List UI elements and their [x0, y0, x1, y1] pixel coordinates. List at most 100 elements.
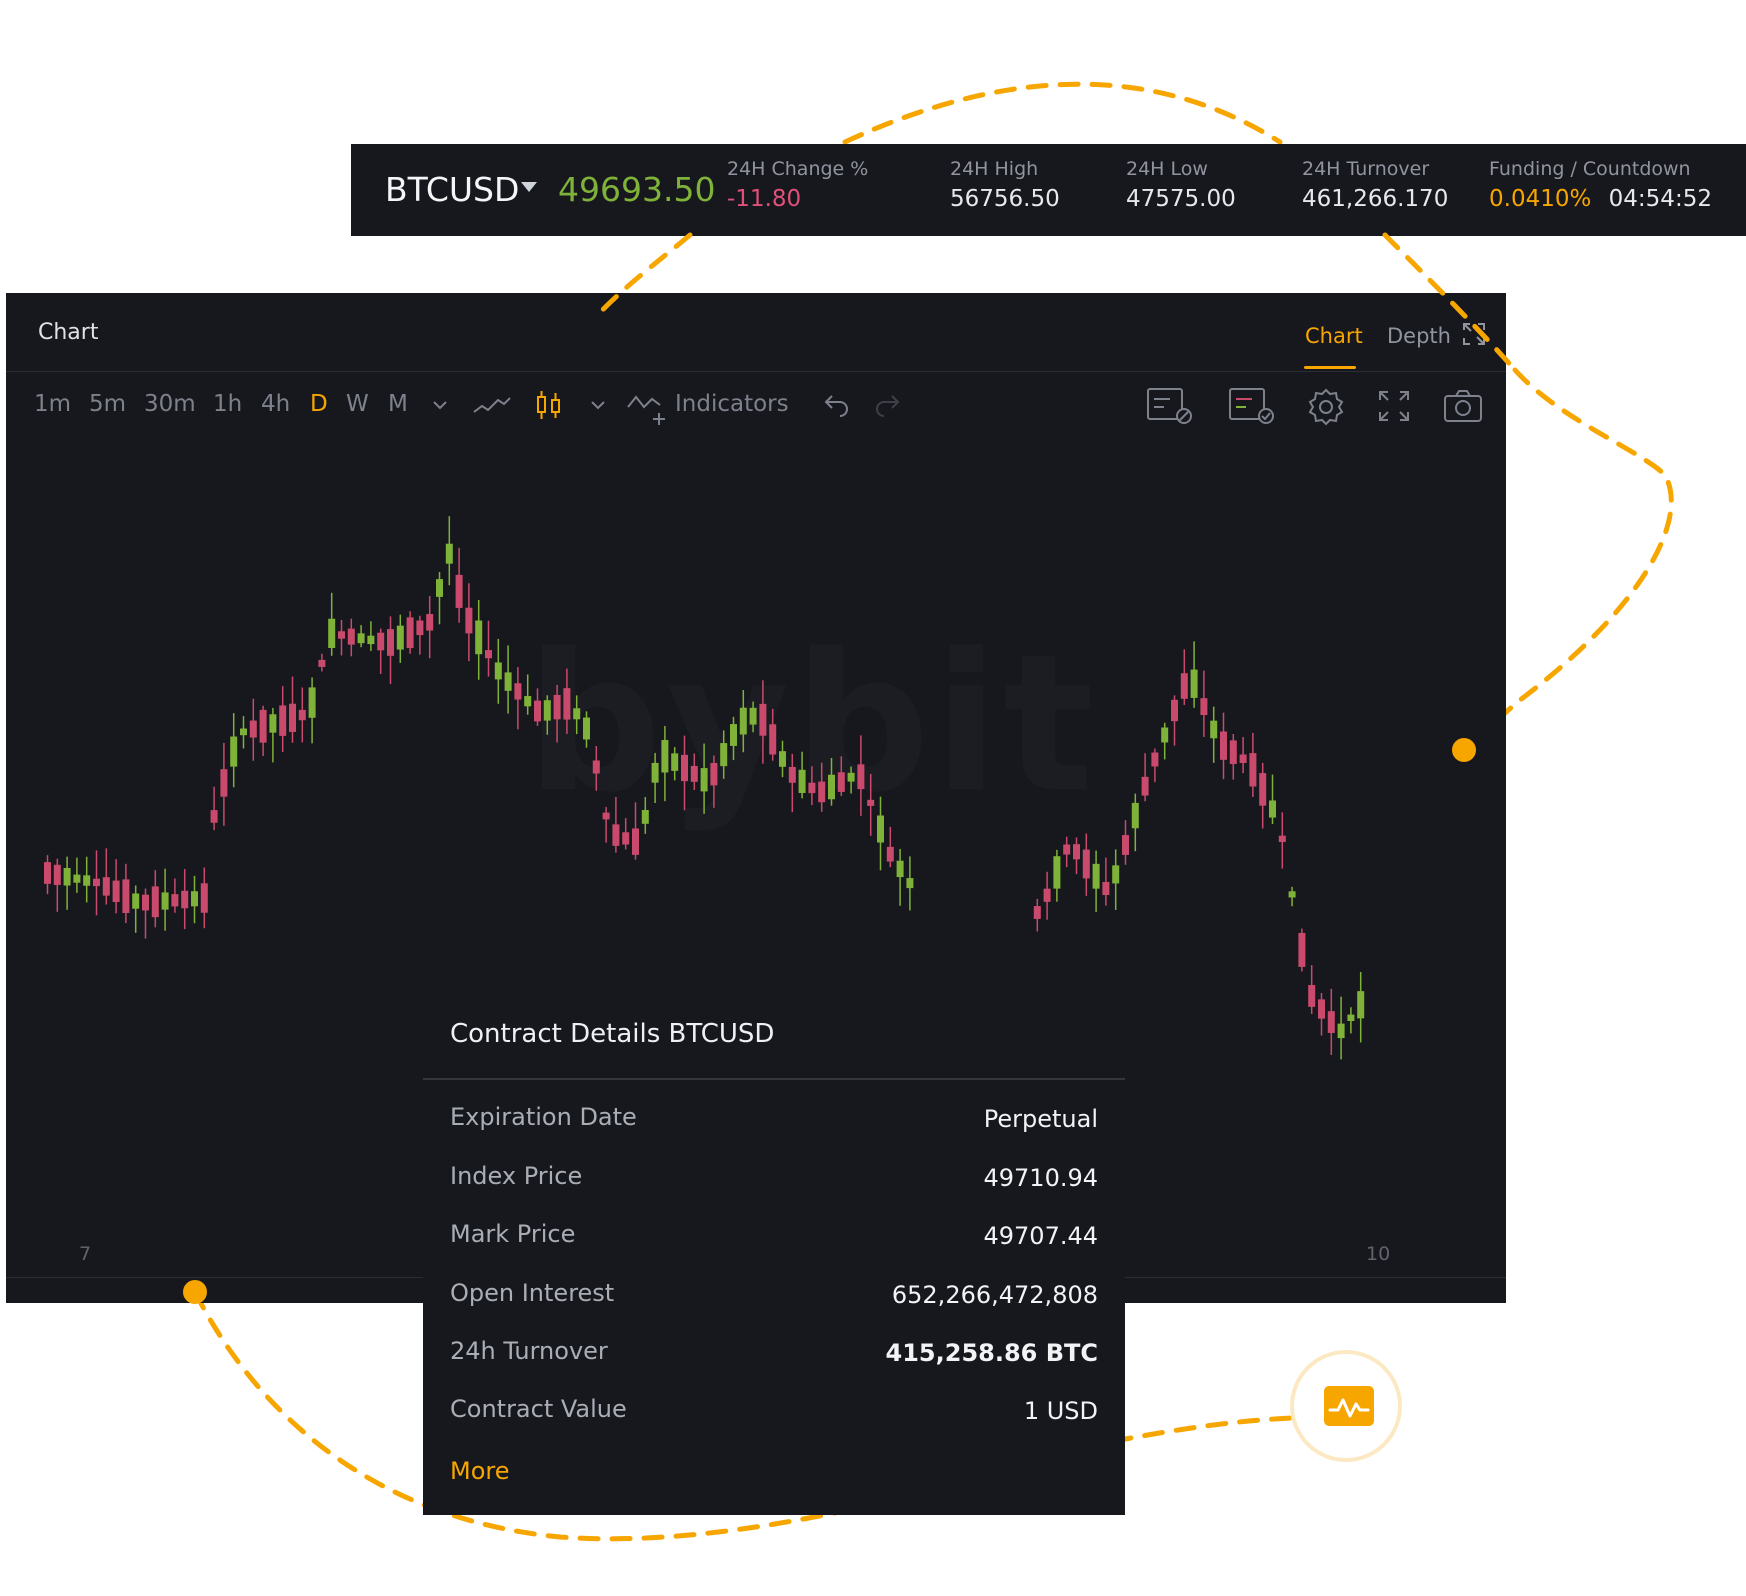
- detail-label: Contract Value: [450, 1395, 627, 1423]
- line-chart-icon[interactable]: [472, 390, 512, 418]
- stat-value: -11.80: [727, 186, 802, 212]
- candle-body: [191, 891, 198, 907]
- interval-30m[interactable]: 30m: [144, 391, 196, 417]
- candlestick-chart[interactable]: [6, 293, 1506, 1303]
- candle-body: [1073, 844, 1080, 860]
- candlestick-icon[interactable]: [532, 388, 566, 422]
- fullscreen-icon[interactable]: [1377, 389, 1411, 423]
- candle-body: [622, 832, 630, 845]
- candle-body: [220, 769, 228, 797]
- candle-body: [1043, 888, 1051, 902]
- candle-body: [396, 625, 404, 650]
- candle-body: [700, 768, 708, 792]
- stat-value: 56756.50: [950, 186, 1060, 212]
- candle-body: [553, 694, 561, 720]
- candle-body: [504, 672, 512, 691]
- more-link[interactable]: More: [450, 1457, 510, 1485]
- redo-icon[interactable]: [872, 390, 902, 418]
- x-tick-label: 7: [79, 1243, 92, 1265]
- candle-body: [161, 892, 169, 910]
- candle-body: [230, 736, 238, 767]
- candle-body: [436, 579, 443, 597]
- candle-body: [426, 614, 434, 631]
- detail-label: 24h Turnover: [450, 1337, 608, 1365]
- candle-body: [690, 765, 698, 782]
- stat-label: Funding / Countdown: [1489, 158, 1691, 180]
- candle-body: [749, 707, 757, 725]
- candle-body: [475, 620, 483, 655]
- order-cancel-icon[interactable]: [1146, 387, 1192, 425]
- indicators-icon[interactable]: [626, 389, 670, 425]
- candle-body: [1259, 773, 1267, 806]
- candle-body: [494, 662, 502, 680]
- candle-body: [798, 769, 806, 793]
- candle-body: [279, 705, 287, 736]
- candle-body: [171, 894, 179, 907]
- detail-label: Index Price: [450, 1162, 583, 1190]
- candle-body: [534, 700, 541, 722]
- undo-icon[interactable]: [822, 390, 852, 418]
- candle-body: [730, 724, 737, 746]
- interval-5m[interactable]: 5m: [89, 391, 127, 417]
- candle-body: [1200, 698, 1208, 716]
- x-tick-label: 10: [1366, 1243, 1391, 1265]
- candle-body: [1357, 991, 1365, 1019]
- candle-body: [847, 772, 855, 782]
- contract-details-title: Contract Details BTCUSD: [450, 1019, 775, 1049]
- candle-body: [1298, 932, 1306, 967]
- interval-1h[interactable]: 1h: [213, 391, 243, 417]
- symbol-selector[interactable]: BTCUSD: [385, 170, 520, 209]
- detail-label: Open Interest: [450, 1279, 615, 1307]
- watermark: bybit: [526, 613, 1098, 834]
- candle-body: [1112, 865, 1120, 884]
- candle-body: [53, 864, 61, 885]
- stat-label: 24H Change %: [727, 158, 869, 180]
- candle-body: [1239, 754, 1247, 763]
- detail-value: Perpetual: [983, 1105, 1098, 1133]
- candle-body: [837, 772, 845, 792]
- candle-body: [387, 629, 394, 656]
- interval-4h[interactable]: 4h: [261, 391, 291, 417]
- candle-body: [142, 894, 149, 911]
- interval-w[interactable]: W: [346, 391, 369, 417]
- candle-body: [1122, 835, 1129, 855]
- ticker-bar: BTCUSD 49693.50 24H Change % -11.80 24H …: [351, 144, 1746, 236]
- candle-body: [455, 574, 463, 608]
- stat-24h-turnover: 24H Turnover 461,266.170: [1302, 158, 1448, 212]
- activity-icon: [1324, 1386, 1374, 1426]
- candle-body: [543, 700, 551, 721]
- caret-down-icon[interactable]: [521, 182, 537, 192]
- order-check-icon[interactable]: [1228, 387, 1274, 425]
- candle-body: [406, 617, 414, 649]
- candle-body: [514, 683, 522, 700]
- candle-body: [269, 714, 277, 733]
- stat-label: 24H Turnover: [1302, 158, 1430, 180]
- candle-body: [583, 717, 590, 740]
- candle-body: [573, 708, 581, 720]
- candle-body: [416, 620, 424, 636]
- candle-body: [1053, 856, 1061, 889]
- chevron-down-icon[interactable]: [589, 399, 607, 411]
- candle-body: [720, 743, 728, 767]
- candle-body: [328, 618, 336, 648]
- candle-body: [485, 650, 492, 659]
- stat-funding-countdown: Funding / Countdown 0.0410% 04:54:52: [1489, 158, 1712, 212]
- tab-chart[interactable]: Chart: [1305, 324, 1363, 348]
- candle-body: [1318, 999, 1325, 1019]
- gear-icon[interactable]: [1306, 387, 1346, 427]
- candle-body: [788, 766, 796, 783]
- interval-m[interactable]: M: [388, 391, 408, 417]
- interval-d[interactable]: D: [310, 391, 328, 417]
- stat-value: 47575.00: [1126, 186, 1236, 212]
- interval-1m[interactable]: 1m: [34, 391, 72, 417]
- indicators-button[interactable]: Indicators: [675, 391, 789, 417]
- contract-details-card: Contract Details BTCUSD Expiration Date …: [423, 995, 1125, 1515]
- candle-body: [259, 709, 267, 743]
- candle-body: [318, 659, 326, 667]
- candle-body: [83, 875, 91, 886]
- candle-body: [759, 703, 767, 736]
- candle-body: [249, 720, 257, 738]
- candle-body: [641, 809, 649, 824]
- chevron-down-icon[interactable]: [431, 399, 449, 411]
- candle-body: [63, 868, 71, 886]
